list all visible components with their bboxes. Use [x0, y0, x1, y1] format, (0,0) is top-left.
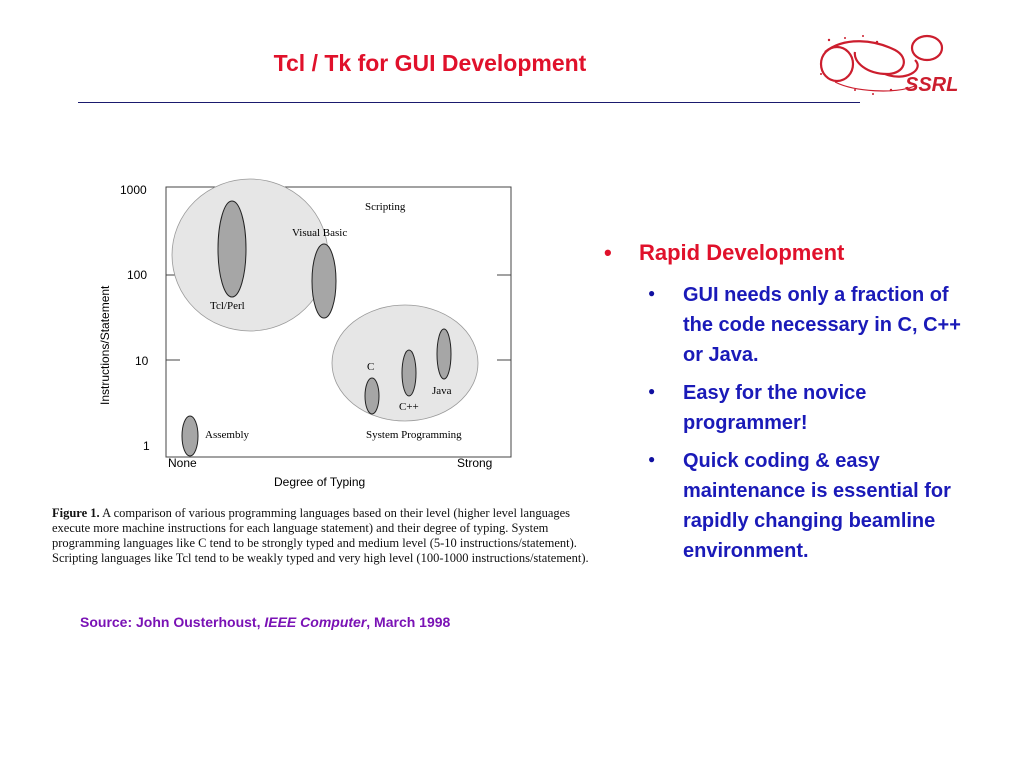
assembly-ellipse	[181, 415, 199, 457]
visual-basic-ellipse	[311, 243, 337, 319]
sub-bullet-dot: ●	[648, 452, 656, 466]
sub-bullet-list: ● GUI needs only a fraction of the code …	[648, 280, 968, 574]
source-citation: Source: John Ousterhoust, IEEE Computer,…	[80, 614, 450, 630]
visual-basic-label: Visual Basic	[292, 227, 347, 239]
sub-bullet-text: GUI needs only a fraction of the code ne…	[683, 284, 961, 366]
source-suffix: , March 1998	[366, 614, 451, 630]
sub-bullet-item: ● Easy for the novice programmer!	[648, 378, 968, 438]
bullet-main-text: Rapid Development	[639, 240, 845, 265]
y-axis-label: Instructions/Statement	[98, 285, 112, 405]
y-tick-100: 100	[127, 268, 147, 282]
bullet-dot: •	[604, 240, 612, 265]
c-ellipse	[364, 377, 380, 415]
system-programming-label: System Programming	[366, 429, 462, 441]
slide-title: Tcl / Tk for GUI Development	[273, 50, 587, 76]
sub-bullet-item: ● GUI needs only a fraction of the code …	[648, 280, 968, 370]
sub-bullet-dot: ●	[648, 286, 656, 300]
y-tick-10: 10	[135, 354, 149, 368]
x-axis-label: Degree of Typing	[274, 475, 365, 489]
tcl-perl-label: Tcl/Perl	[210, 300, 245, 312]
sub-bullet-text: Quick coding & easy maintenance is essen…	[683, 450, 951, 562]
java-ellipse	[436, 328, 452, 380]
x-tick-strong: Strong	[457, 456, 492, 470]
figure-caption: Figure 1. A comparison of various progra…	[52, 506, 592, 566]
title-divider	[78, 102, 860, 103]
source-journal: IEEE Computer	[264, 614, 367, 630]
c-label: C	[367, 361, 374, 373]
caption-text: A comparison of various programming lang…	[52, 506, 589, 565]
sub-bullet-item: ● Quick coding & easy maintenance is ess…	[648, 446, 968, 566]
scripting-label: Scripting	[365, 201, 406, 213]
y-tick-1000: 1000	[120, 183, 147, 197]
caption-figure-number: Figure 1.	[52, 506, 100, 520]
scripting-region	[171, 178, 329, 332]
cpp-label: C++	[399, 401, 419, 413]
plot-frame	[165, 186, 512, 458]
x-tick-none: None	[168, 456, 197, 470]
sub-bullet-dot: ●	[648, 384, 656, 398]
language-comparison-figure: Scripting System Programming Tcl/Perl Vi…	[98, 178, 512, 489]
ssrl-logo-text: SSRL	[905, 74, 959, 96]
cpp-ellipse	[401, 349, 417, 397]
y-tick-1: 1	[143, 439, 150, 453]
ssrl-logo	[819, 34, 944, 95]
java-label: Java	[432, 385, 452, 397]
tcl-perl-ellipse	[217, 200, 247, 298]
sub-bullet-text: Easy for the novice programmer!	[683, 382, 867, 434]
assembly-label: Assembly	[205, 429, 250, 441]
source-prefix: Source: John Ousterhoust,	[80, 614, 265, 630]
